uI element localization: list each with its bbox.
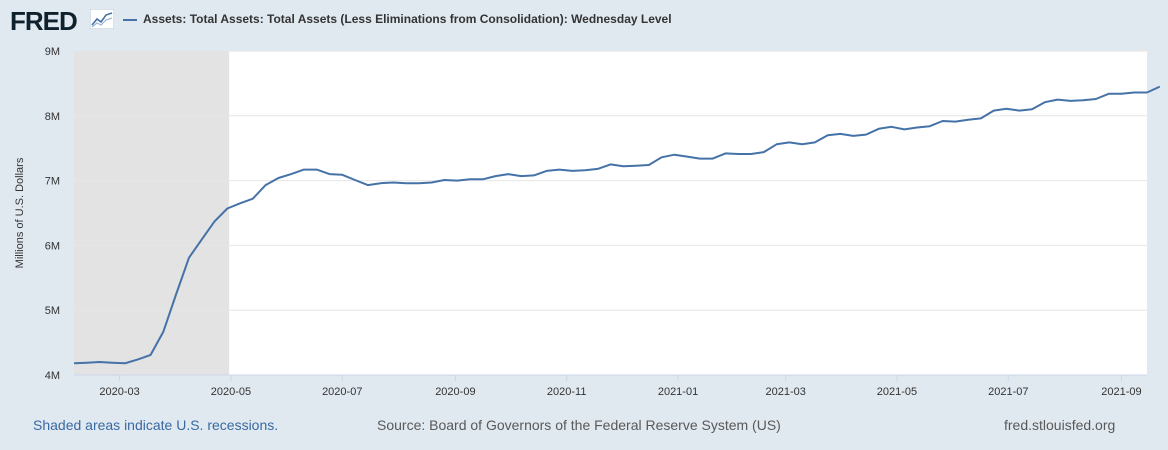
x-tick-label: 2021-05 [877, 386, 917, 398]
chart-header: FRED Assets: Total Assets: Total Assets … [0, 0, 1168, 40]
site-link[interactable]: fred.stlouisfed.org [1004, 417, 1116, 433]
recession-shade [74, 51, 230, 375]
fred-logo[interactable]: FRED [10, 6, 78, 36]
series-line [73, 85, 1161, 365]
x-tick-label: 2021-01 [658, 386, 698, 398]
plot-background [74, 51, 1147, 375]
line-chart-icon [90, 9, 114, 29]
x-tick-label: 2020-07 [322, 386, 362, 398]
x-tick-label: 2021-09 [1101, 386, 1141, 398]
y-tick-label: 5M [45, 305, 60, 317]
y-axis-ticks: 4M 5M 6M 7M 8M 9M [45, 46, 60, 382]
series-layer [73, 85, 1161, 365]
x-tick-label: 2021-03 [765, 386, 805, 398]
source-note: Source: Board of Governors of the Federa… [377, 417, 781, 433]
series-title: Assets: Total Assets: Total Assets (Less… [143, 12, 672, 26]
x-tick-label: 2020-05 [211, 386, 251, 398]
x-axis-ticks: 2020-03 2020-05 2020-07 2020-09 2020-11 2021-… [99, 375, 1142, 398]
x-tick-label: 2021-07 [988, 386, 1028, 398]
x-tick-label: 2020-09 [435, 386, 475, 398]
y-tick-label: 7M [45, 176, 60, 188]
recession-note[interactable]: Shaded areas indicate U.S. recessions. [33, 417, 279, 433]
y-tick-label: 4M [45, 370, 60, 382]
y-tick-label: 6M [45, 240, 60, 252]
x-tick-label: 2020-03 [99, 386, 139, 398]
legend-swatch [123, 18, 137, 21]
recession-layer [74, 51, 230, 375]
y-tick-label: 8M [45, 111, 60, 123]
plot-area [74, 51, 1147, 375]
grid-lines [74, 50, 1147, 376]
x-tick-label: 2020-11 [547, 386, 587, 398]
y-tick-label: 9M [45, 46, 60, 58]
y-axis-label: Millions of U.S. Dollars [14, 157, 26, 268]
chart-legend: Assets: Total Assets: Total Assets (Less… [123, 12, 672, 26]
